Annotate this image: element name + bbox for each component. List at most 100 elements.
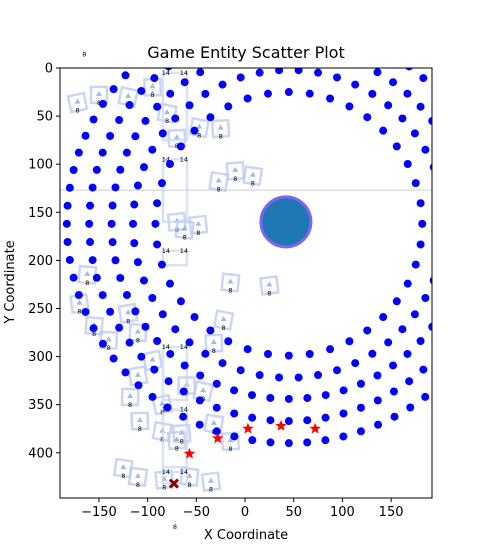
blue-entity-point: [108, 201, 117, 210]
blue-entity-point: [416, 336, 425, 345]
blue-entity-point: [411, 179, 420, 188]
blue-entity-point: [294, 68, 303, 75]
entity-count-label: 14: [180, 155, 188, 163]
blue-entity-point: [339, 432, 348, 441]
blue-entity-point: [321, 391, 330, 400]
blue-entity-point: [332, 366, 341, 375]
entity-square-marker: [208, 170, 230, 193]
entity-square-marker: [220, 272, 241, 293]
blue-entity-point: [201, 349, 210, 358]
blue-entity-point: [405, 377, 414, 386]
blue-entity-point: [111, 183, 120, 192]
blue-entity-point: [447, 291, 455, 299]
blue-entity-point: [116, 165, 125, 174]
red-star-marker: [309, 422, 321, 434]
blue-entity-point: [321, 413, 330, 422]
blue-entity-point: [284, 351, 293, 360]
blue-entity-point: [303, 23, 311, 31]
blue-entity-point: [98, 339, 107, 348]
blue-entity-point: [389, 387, 398, 396]
blue-entity-point: [368, 89, 377, 98]
entity-count-label: 14: [180, 468, 188, 476]
entity-triangle-marker: [210, 339, 217, 345]
blue-entity-point: [180, 361, 189, 370]
blue-entity-point: [391, 27, 399, 35]
entity-triangle-marker: [105, 336, 112, 342]
blue-entity-point: [455, 116, 463, 124]
entity-level-label: 8: [180, 438, 184, 446]
entity-square-marker: [66, 91, 89, 114]
blue-entity-point: [461, 238, 469, 246]
entity-level-label: 8: [212, 347, 216, 355]
blue-entity-point: [305, 89, 314, 98]
red-star-marker: [212, 432, 224, 444]
entity-level-label: 8: [233, 175, 237, 183]
entity-level-label: 8: [128, 401, 132, 409]
blue-entity-point: [448, 71, 456, 79]
red-star-marker: [183, 447, 196, 459]
blue-entity-point: [130, 200, 139, 209]
blue-entity-point: [243, 345, 252, 354]
blue-entity-point: [98, 148, 107, 157]
blue-entity-point: [166, 349, 175, 358]
entity-level-label: 8: [183, 234, 187, 242]
blue-entity-point: [125, 100, 134, 109]
blue-entity-point: [448, 368, 456, 376]
blue-entity-point: [374, 43, 382, 51]
blue-entity-point: [345, 102, 354, 111]
blue-entity-point: [248, 436, 257, 445]
y-tick-label: 50: [36, 110, 53, 125]
entity-level-label: 8: [165, 117, 169, 125]
blue-entity-point: [153, 336, 162, 345]
entity-triangle-marker: [84, 270, 91, 276]
blue-entity-point: [428, 116, 432, 125]
blue-entity-point: [406, 36, 414, 44]
blue-entity-point: [148, 392, 157, 401]
blue-entity-point: [403, 89, 412, 98]
blue-entity-point: [133, 258, 142, 267]
entity-triangle-marker: [76, 299, 83, 305]
blue-entity-point: [230, 409, 239, 418]
entity-level-label: 8: [222, 324, 226, 332]
blue-entity-point: [314, 371, 323, 380]
entity-level-label: 8: [138, 425, 142, 433]
blue-entity-point: [196, 371, 205, 380]
blue-entity-point: [403, 349, 412, 358]
blue-entity-point: [255, 68, 264, 77]
blue-entity-point: [148, 145, 157, 154]
blue-entity-point: [447, 149, 455, 157]
blue-entity-point: [122, 291, 131, 300]
blue-entity-point: [163, 403, 172, 412]
blue-entity-point: [458, 256, 466, 264]
blue-entity-point: [218, 80, 227, 89]
blue-entity-point: [435, 381, 443, 389]
blue-entity-point: [206, 113, 215, 122]
y-tick-label: 400: [28, 446, 53, 461]
blue-entity-point: [92, 273, 101, 282]
blue-entity-point: [65, 183, 74, 192]
blue-entity-point: [421, 145, 430, 154]
blue-entity-point: [429, 276, 432, 285]
entity-level-label: 8: [217, 186, 221, 194]
entity-level-label: 8: [150, 91, 154, 99]
entity-triangle-marker: [74, 98, 81, 104]
blue-entity-point: [164, 68, 173, 71]
blue-entity-point: [74, 291, 83, 300]
blue-entity-point: [410, 129, 419, 138]
blue-entity-point: [406, 403, 415, 412]
entity-triangle-marker: [227, 278, 234, 284]
axes: −150 −100 −50 0 50 100 150 0 50 100 150 200 250 300 35…: [28, 62, 433, 520]
blue-entity-point: [89, 324, 98, 333]
blue-entity-point: [321, 4, 329, 12]
blue-entity-point: [165, 160, 174, 169]
blue-entity-point: [284, 439, 293, 448]
entity-level-label: 8: [267, 289, 271, 297]
blue-entity-point: [432, 87, 440, 95]
blue-entity-point: [379, 126, 388, 135]
entity-count-label: 14: [162, 155, 170, 163]
player-hero-marker: [259, 195, 313, 249]
blue-entity-point: [137, 86, 146, 95]
blue-entity-point: [439, 239, 447, 247]
blue-entity-point: [122, 148, 131, 157]
